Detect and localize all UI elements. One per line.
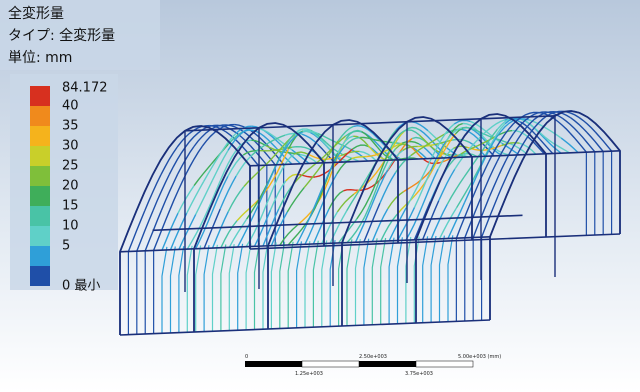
color-swatch — [30, 146, 50, 166]
legend-label: 40 — [62, 99, 79, 114]
color-swatch — [30, 226, 50, 246]
color-swatch — [30, 266, 50, 286]
scale-segment — [416, 361, 473, 367]
legend-label: 84.172 — [62, 81, 108, 96]
legend-label: 5 — [62, 239, 70, 254]
color-swatch — [30, 126, 50, 146]
scale-label: 3.75e+003 — [405, 371, 433, 377]
scale-label: 0 — [245, 354, 248, 360]
legend-label: 0 最小 — [62, 279, 100, 294]
legend-label: 30 — [62, 139, 79, 154]
scale-label: 1.25e+003 — [295, 371, 323, 377]
scale-label: 2.50e+003 — [359, 354, 387, 360]
viewport: 全変形量 タイプ: 全変形量 単位: mm 84.172 40 35 30 25 20 15… — [0, 0, 640, 392]
color-swatch — [30, 206, 50, 226]
color-swatch — [30, 106, 50, 126]
legend-label: 25 — [62, 159, 79, 174]
legend-label: 35 — [62, 119, 79, 134]
color-swatch — [30, 246, 50, 266]
result-type: タイプ: 全変形量 — [8, 27, 115, 44]
legend-label: 20 — [62, 179, 79, 194]
result-title: 全変形量 — [8, 5, 64, 22]
scale-label: 5.00e+003 (mm) — [458, 354, 501, 360]
scale-segment — [302, 361, 359, 367]
color-swatch — [30, 186, 50, 206]
color-swatch — [30, 166, 50, 186]
legend-label: 15 — [62, 199, 79, 214]
color-swatch — [30, 86, 50, 106]
scale-segment — [359, 361, 416, 367]
result-unit: 単位: mm — [8, 50, 72, 66]
scale-segment — [245, 361, 302, 367]
legend-label: 10 — [62, 219, 79, 234]
